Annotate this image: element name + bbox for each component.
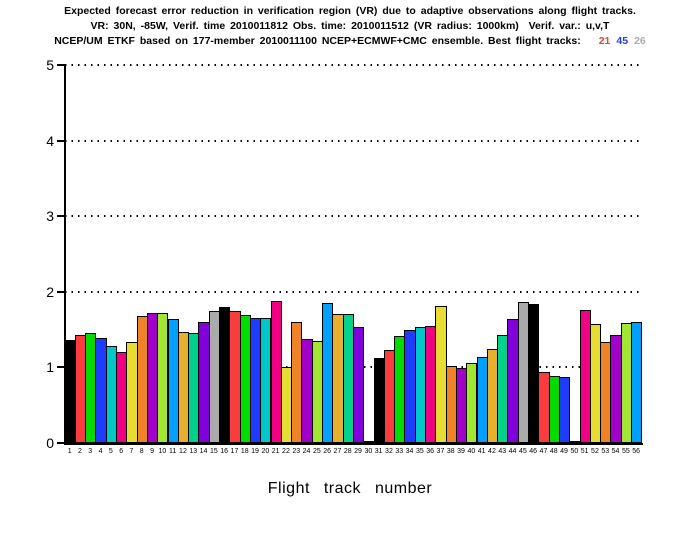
- y-tick-3: [57, 215, 66, 218]
- x-axis-title: Flight track number: [267, 480, 433, 497]
- best-track-number-3: 26: [634, 35, 646, 47]
- y-tick-5: [57, 64, 66, 66]
- x-tick-label-54: 54: [611, 448, 620, 455]
- x-axis-line: [64, 443, 643, 445]
- x-tick-label-40: 40: [467, 448, 476, 455]
- x-tick-label-50: 50: [570, 448, 579, 455]
- x-tick-label-38: 38: [446, 448, 455, 455]
- x-tick-label-3: 3: [88, 448, 93, 455]
- x-tick-label-55: 55: [621, 448, 630, 455]
- chart-header: Expected forecast error reduction in ver…: [0, 4, 700, 49]
- x-tick-label-36: 36: [426, 448, 435, 455]
- x-tick-label-12: 12: [179, 448, 187, 455]
- gridline-y-5: [65, 64, 641, 66]
- chart-title-line2: VR: 30N, -85W, Verif. time 2010011812 Ob…: [90, 20, 610, 32]
- x-tick-label-27: 27: [333, 448, 342, 455]
- x-tick-label-28: 28: [343, 448, 352, 455]
- x-tick-label-1: 1: [67, 448, 72, 455]
- y-axis-line: [64, 65, 66, 445]
- x-tick-label-2: 2: [77, 448, 82, 455]
- x-tick-label-31: 31: [374, 448, 383, 455]
- x-tick-label-26: 26: [323, 448, 332, 455]
- x-tick-label-33: 33: [395, 448, 404, 455]
- x-tick-label-13: 13: [189, 448, 198, 455]
- x-tick-label-46: 46: [529, 448, 538, 455]
- x-tick-label-14: 14: [199, 448, 208, 455]
- x-tick-label-32: 32: [385, 448, 393, 455]
- gridline-y-3: [65, 215, 641, 218]
- x-tick-label-4: 4: [98, 448, 103, 455]
- chart-title-line3-text: NCEP/UM ETKF based on 177-member 2010011…: [54, 35, 581, 47]
- x-tick-label-19: 19: [251, 448, 259, 455]
- x-tick-label-42: 42: [488, 448, 496, 455]
- x-tick-label-21: 21: [271, 448, 280, 455]
- chart-title-line1: Expected forecast error reduction in ver…: [64, 5, 636, 17]
- x-tick-label-8: 8: [139, 448, 144, 455]
- x-tick-label-22: 22: [282, 448, 290, 455]
- x-tick-label-7: 7: [129, 448, 134, 455]
- x-tick-label-47: 47: [539, 448, 548, 455]
- bar-track-49: [558, 377, 571, 443]
- x-tick-label-10: 10: [158, 448, 167, 455]
- x-tick-label-35: 35: [415, 448, 424, 455]
- best-track-number-2: 45: [616, 35, 629, 47]
- gridline-y-4: [65, 139, 641, 142]
- x-tick-label-29: 29: [354, 448, 362, 455]
- y-tick-2: [57, 290, 66, 293]
- x-tick-label-44: 44: [508, 448, 517, 455]
- x-tick-label-15: 15: [209, 448, 218, 455]
- x-tick-label-53: 53: [601, 448, 610, 455]
- x-tick-label-9: 9: [150, 448, 154, 455]
- y-tick-1: [57, 366, 66, 369]
- x-tick-label-6: 6: [119, 448, 124, 455]
- x-tick-label-5: 5: [108, 448, 113, 455]
- y-tick-0: [57, 442, 66, 444]
- y-tick-label-4: 4: [46, 132, 54, 149]
- x-tick-label-18: 18: [240, 448, 249, 455]
- y-tick-label-3: 3: [46, 208, 54, 225]
- x-tick-label-43: 43: [498, 448, 507, 455]
- x-tick-label-39: 39: [457, 448, 465, 455]
- x-tick-label-24: 24: [302, 448, 311, 455]
- x-tick-label-45: 45: [518, 448, 527, 455]
- x-tick-label-20: 20: [261, 448, 270, 455]
- x-tick-label-37: 37: [436, 448, 445, 455]
- x-tick-label-51: 51: [580, 448, 589, 455]
- best-track-number-1: 21: [598, 35, 611, 47]
- y-tick-4: [57, 139, 66, 142]
- x-tick-label-48: 48: [549, 448, 558, 455]
- x-tick-label-11: 11: [169, 448, 177, 455]
- x-tick-label-23: 23: [292, 448, 301, 455]
- chart-title-line3: NCEP/UM ETKF based on 177-member 2010011…: [0, 34, 700, 49]
- x-tick-label-30: 30: [364, 448, 373, 455]
- x-tick-label-49: 49: [560, 448, 568, 455]
- x-tick-label-41: 41: [477, 448, 486, 455]
- x-tick-label-52: 52: [591, 448, 599, 455]
- x-tick-label-25: 25: [312, 448, 321, 455]
- y-tick-label-1: 1: [46, 359, 54, 376]
- bar-track-56: [631, 322, 643, 443]
- bar-track-29: [352, 327, 365, 443]
- x-tick-label-16: 16: [220, 448, 229, 455]
- gridline-y-2: [65, 290, 641, 293]
- y-tick-label-5: 5: [46, 57, 54, 73]
- x-tick-label-34: 34: [405, 448, 414, 455]
- y-tick-label-2: 2: [46, 283, 54, 300]
- y-tick-label-0: 0: [46, 435, 54, 451]
- x-tick-label-56: 56: [632, 448, 641, 455]
- x-tick-label-17: 17: [230, 448, 239, 455]
